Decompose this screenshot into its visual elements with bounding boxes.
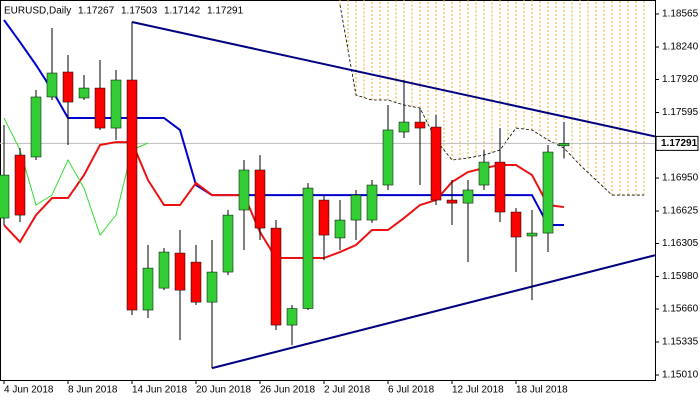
y-tick-label: 1.15980 bbox=[662, 271, 699, 282]
candle-body bbox=[174, 252, 186, 291]
candle-body bbox=[142, 267, 154, 311]
candle-body bbox=[334, 219, 346, 239]
candle-body bbox=[430, 126, 442, 201]
plot-frame bbox=[0, 0, 656, 381]
candle-body bbox=[14, 154, 26, 216]
x-tick-label: 4 Jun 2018 bbox=[4, 385, 54, 396]
candle-body bbox=[158, 251, 170, 289]
y-tick-label: 1.15010 bbox=[662, 370, 699, 381]
last-price-box bbox=[655, 135, 699, 151]
candle-body bbox=[46, 72, 58, 98]
x-tick-label: 12 Jul 2018 bbox=[452, 385, 504, 396]
trendline bbox=[131, 21, 656, 138]
candle-body bbox=[222, 214, 234, 273]
header-value: 1.17142 bbox=[164, 6, 201, 17]
header-value: 1.17291 bbox=[207, 6, 244, 17]
candle-body bbox=[462, 189, 474, 204]
indicator-line bbox=[3, 141, 565, 260]
cloud-boundary bbox=[339, 4, 644, 196]
candle-body bbox=[478, 161, 490, 186]
candle-body bbox=[0, 174, 10, 219]
y-tick-label: 1.15660 bbox=[662, 304, 699, 315]
y-tick-label: 1.17920 bbox=[662, 74, 699, 85]
x-tick-label: 8 Jun 2018 bbox=[68, 385, 118, 396]
candle-body bbox=[62, 71, 74, 103]
trendline bbox=[211, 254, 656, 370]
candle-body bbox=[494, 161, 506, 213]
chart-title: EURUSD,Daily bbox=[4, 6, 71, 17]
y-tick-label: 1.18240 bbox=[662, 42, 699, 53]
candle-body bbox=[366, 184, 378, 221]
candle-body bbox=[398, 121, 410, 133]
last-price-label: 1.17291 bbox=[661, 138, 698, 149]
candle-body bbox=[302, 187, 314, 309]
candle-body bbox=[350, 194, 362, 221]
candle-body bbox=[286, 308, 298, 326]
x-tick-label: 2 Jul 2018 bbox=[324, 385, 371, 396]
candle-body bbox=[78, 87, 90, 99]
y-tick-label: 1.18565 bbox=[662, 9, 699, 20]
candle-body bbox=[510, 211, 522, 238]
candle-body bbox=[446, 199, 458, 204]
x-tick-label: 26 Jun 2018 bbox=[260, 385, 315, 396]
candle-body bbox=[270, 227, 282, 326]
candle-body bbox=[382, 129, 394, 186]
y-tick-label: 1.16625 bbox=[662, 206, 699, 217]
y-tick-label: 1.15335 bbox=[662, 337, 699, 348]
x-tick-label: 18 Jul 2018 bbox=[516, 385, 568, 396]
candle-body bbox=[558, 143, 570, 147]
candle-body bbox=[542, 151, 554, 234]
indicator-line bbox=[3, 117, 149, 237]
candle-body bbox=[414, 121, 426, 129]
candle-body bbox=[94, 87, 106, 129]
header-value: 1.17503 bbox=[121, 6, 158, 17]
candle-body bbox=[126, 79, 138, 311]
candle-body bbox=[526, 232, 538, 237]
x-tick-label: 14 Jun 2018 bbox=[132, 385, 187, 396]
y-tick-label: 1.16305 bbox=[662, 238, 699, 249]
candle-body bbox=[238, 169, 250, 211]
header-value: 1.17267 bbox=[78, 6, 115, 17]
candle-body bbox=[206, 271, 218, 303]
candle-body bbox=[30, 96, 42, 158]
y-tick-label: 1.17595 bbox=[662, 107, 699, 118]
candle-body bbox=[318, 199, 330, 236]
candle-body bbox=[190, 261, 202, 303]
y-tick-label: 1.16950 bbox=[662, 173, 699, 184]
x-tick-label: 6 Jul 2018 bbox=[388, 385, 435, 396]
candle-body bbox=[110, 79, 122, 129]
x-tick-label: 20 Jun 2018 bbox=[196, 385, 251, 396]
candle-body bbox=[254, 169, 266, 229]
